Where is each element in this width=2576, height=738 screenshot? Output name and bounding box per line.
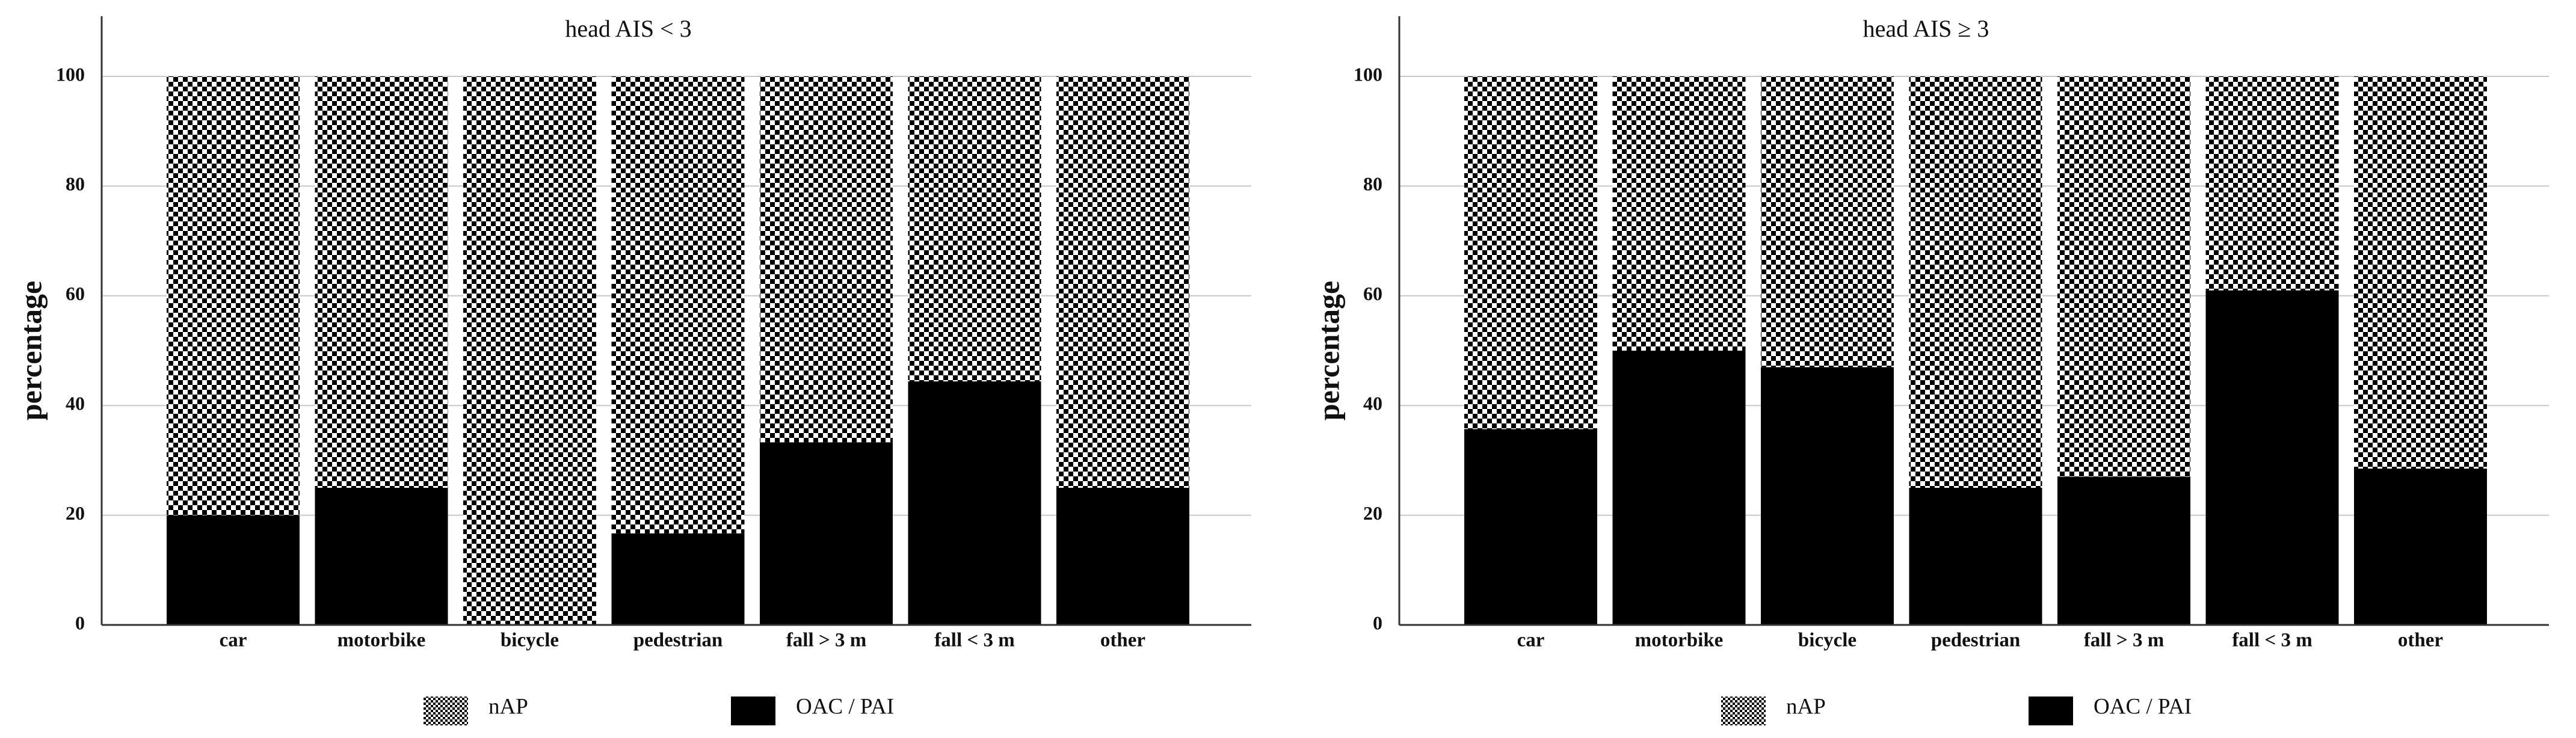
bar-segment — [760, 442, 893, 625]
bar-segment — [2354, 76, 2487, 469]
bar-segment — [1464, 429, 1597, 625]
x-tick-label: pedestrian — [633, 630, 723, 651]
y-axis-label: percentage — [14, 281, 48, 420]
bar-segment — [315, 488, 448, 625]
legend-label: OAC / PAI — [796, 694, 894, 719]
legend-swatch — [1721, 696, 1766, 725]
x-tick-label: fall < 3 m — [2232, 630, 2312, 651]
bar-segment — [760, 76, 893, 443]
x-tick-label: bicycle — [1798, 630, 1857, 651]
chart-title: head AIS < 3 — [565, 15, 691, 42]
y-tick-label: 0 — [75, 612, 85, 633]
bar-segment — [611, 76, 745, 534]
bar-segment — [1761, 367, 1894, 625]
bar-segment — [167, 515, 300, 625]
y-tick-label: 100 — [1354, 63, 1382, 85]
y-tick-label: 20 — [66, 502, 85, 524]
bar-segment — [1464, 76, 1597, 429]
y-tick-label: 80 — [1363, 173, 1382, 195]
x-tick-label: fall < 3 m — [934, 630, 1014, 651]
chart-title: head AIS ≥ 3 — [1863, 15, 1989, 42]
bar-segment — [908, 381, 1041, 625]
bar-segment — [2205, 76, 2339, 291]
bar-segment — [167, 76, 300, 515]
bar-segment — [2057, 476, 2190, 625]
x-tick-label: bicycle — [501, 630, 559, 651]
x-tick-label: motorbike — [1635, 630, 1724, 651]
bar-segment — [611, 533, 745, 625]
bar-segment — [2205, 290, 2339, 625]
legend-swatch — [731, 696, 775, 725]
x-tick-label: fall > 3 m — [786, 630, 866, 651]
y-tick-label: 40 — [66, 393, 85, 414]
x-tick-label: other — [2398, 630, 2443, 651]
x-tick-label: car — [1517, 630, 1545, 651]
bar-segment — [908, 76, 1041, 382]
bar-segment — [1909, 76, 2042, 488]
bar-segment — [1761, 76, 1894, 367]
x-tick-label: fall > 3 m — [2084, 630, 2164, 651]
x-tick-label: pedestrian — [1931, 630, 2021, 651]
y-tick-label: 80 — [66, 173, 85, 195]
legend-swatch — [2029, 696, 2073, 725]
x-tick-label: motorbike — [337, 630, 426, 651]
legend-label: nAP — [488, 694, 528, 719]
bar-segment — [1056, 76, 1189, 488]
y-tick-label: 40 — [1363, 393, 1382, 414]
bar-segment — [1612, 351, 1746, 625]
y-tick-label: 20 — [1363, 502, 1382, 524]
legend-label: OAC / PAI — [2094, 694, 2192, 719]
bar-segment — [2057, 76, 2190, 477]
bar-segment — [1612, 76, 1746, 351]
bar-segment — [463, 76, 596, 625]
bar-segment — [315, 76, 448, 488]
x-tick-label: other — [1100, 630, 1145, 651]
y-tick-label: 60 — [66, 283, 85, 304]
y-tick-label: 0 — [1373, 612, 1382, 633]
y-tick-label: 100 — [56, 63, 85, 85]
x-tick-label: car — [220, 630, 247, 651]
legend-swatch — [424, 696, 468, 725]
bar-segment — [1056, 488, 1189, 625]
y-axis-label: percentage — [1311, 281, 1345, 420]
bar-segment — [2354, 469, 2487, 625]
legend-label: nAP — [1786, 694, 1826, 719]
y-tick-label: 60 — [1363, 283, 1382, 304]
bar-segment — [1909, 488, 2042, 625]
